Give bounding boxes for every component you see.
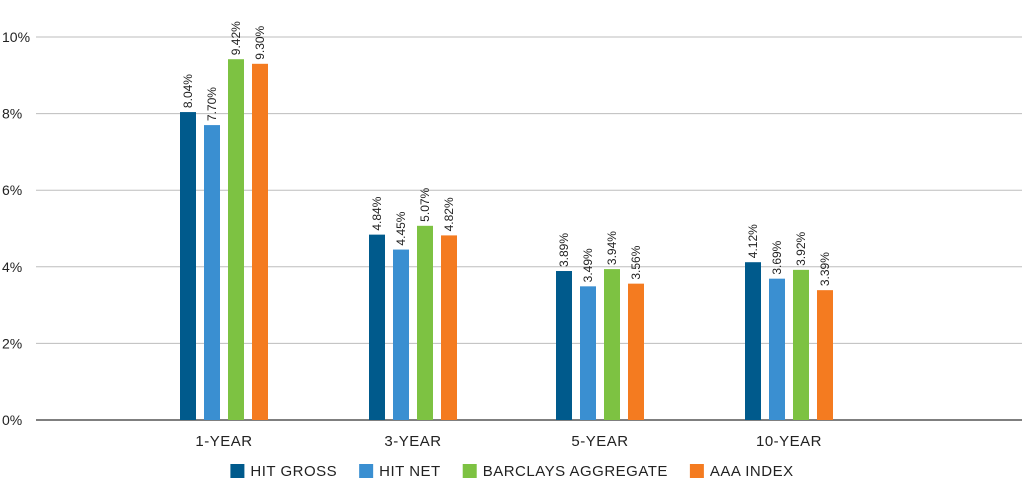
y-tick-label: 0% [2,412,22,428]
legend-swatch [359,464,374,478]
x-category-label: 3-YEAR [384,433,441,450]
bar [417,225,433,420]
data-label: 9.30% [253,25,267,59]
data-label: 3.94% [605,231,619,265]
data-label: 5.07% [418,187,432,221]
bar [793,269,809,420]
bar [604,269,620,420]
y-tick-label: 10% [2,29,30,45]
data-label: 3.49% [581,248,595,282]
legend-item: HIT NET [359,463,441,480]
legend: HIT GROSS HIT NET BARCLAYS AGGREGATE AAA IN… [230,463,793,480]
data-labels: 8.04% 7.70% 9.42% 9.30% 4.84% 4.45% 5.07% 4.82%… [181,21,832,286]
legend-item: HIT GROSS [230,463,337,480]
gridlines [36,36,1022,421]
y-tick-label: 2% [2,335,22,351]
data-label: 9.42% [229,21,243,55]
bar [228,59,244,421]
x-category-label: 1-YEAR [195,433,252,450]
data-label: 3.39% [818,252,832,286]
bar [393,249,409,420]
data-label: 4.12% [746,224,760,258]
y-axis-ticks: 0% 2% 4% 6% 8% 10% [2,29,30,428]
legend-item: BARCLAYS AGGREGATE [462,463,668,480]
legend-label: BARCLAYS AGGREGATE [483,463,668,480]
data-label: 7.70% [205,87,219,121]
data-label: 4.84% [370,196,384,230]
y-tick-label: 4% [2,259,22,275]
data-label: 4.82% [442,197,456,231]
data-label: 3.56% [629,245,643,279]
data-label: 8.04% [181,74,195,108]
bars [180,59,833,421]
bar [441,235,457,420]
bar [769,278,785,420]
bar [204,125,220,420]
bar [180,112,196,421]
legend-label: AAA INDEX [710,463,794,480]
data-label: 3.92% [794,232,808,266]
bar [252,63,268,421]
bar [369,234,385,420]
bar [628,283,644,420]
y-tick-label: 8% [2,106,22,122]
x-category-label: 10-YEAR [756,433,822,450]
bar [556,271,572,420]
legend-item: AAA INDEX [689,463,794,480]
bar [580,286,596,420]
x-category-label: 5-YEAR [571,433,628,450]
legend-swatch [689,464,704,478]
legend-label: HIT NET [379,463,441,480]
data-label: 3.69% [770,240,784,274]
legend-label: HIT GROSS [250,463,337,480]
y-tick-label: 6% [2,182,22,198]
data-label: 4.45% [394,211,408,245]
bar [745,262,761,420]
x-axis-categories: 1-YEAR 3-YEAR 5-YEAR 10-YEAR [195,433,822,450]
bar [817,290,833,420]
data-label: 3.89% [557,233,571,267]
legend-swatch [230,464,245,478]
legend-swatch [462,464,477,478]
